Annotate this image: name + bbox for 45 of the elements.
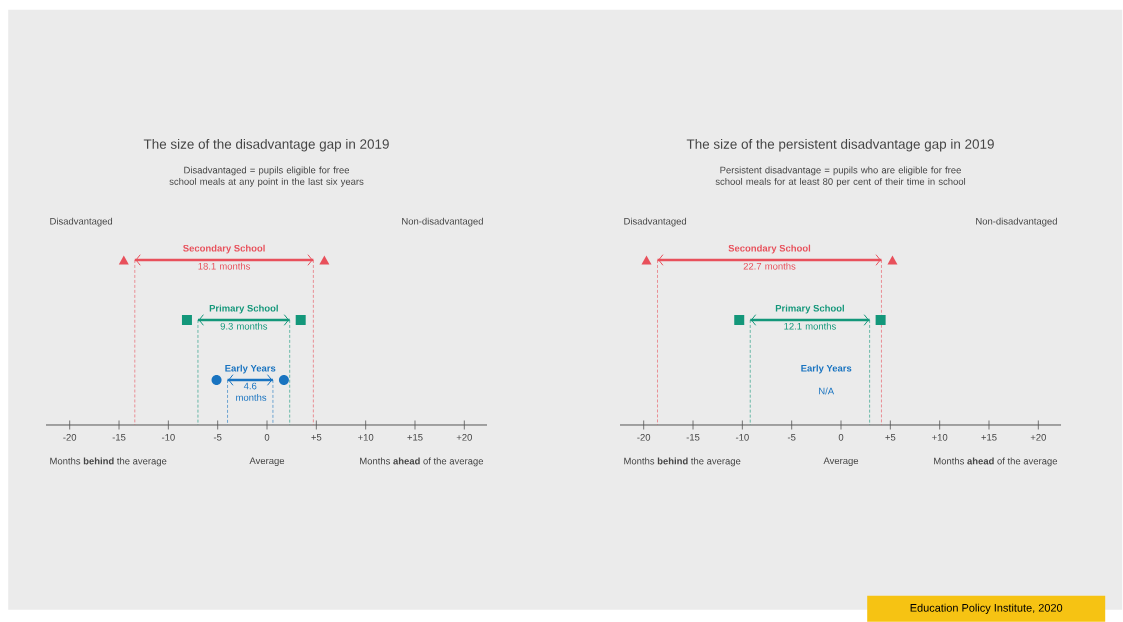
y-tick-label: Early Years <box>801 364 852 374</box>
x-tick-label: -5 <box>213 434 222 441</box>
x-tick-label: -20 <box>637 434 651 441</box>
x-tick-label: 0 <box>838 434 844 441</box>
text: Non-disadvantaged <box>402 217 483 227</box>
data-label: 12.1 months <box>784 322 836 330</box>
x-tick-label: -10 <box>161 434 175 441</box>
x-tick-label: +5 <box>885 434 896 441</box>
x-tick-label: +5 <box>311 434 322 441</box>
x-tick-label: -5 <box>787 434 796 441</box>
text: Disadvantaged <box>624 217 687 227</box>
x-tick-label: +15 <box>407 434 423 441</box>
y-tick-label: Primary School <box>775 304 844 314</box>
x-tick-label: -20 <box>63 434 77 441</box>
x-tick-label: -10 <box>735 434 749 441</box>
data-label: 18.1 months <box>198 262 251 270</box>
x-tick-label: 0 <box>264 434 270 441</box>
y-tick-label: Primary School <box>209 304 278 314</box>
y-tick-label: Secondary School <box>183 244 265 254</box>
text: Months behind the average <box>624 457 741 467</box>
text: Non-disadvantaged <box>976 217 1057 227</box>
y-tick-label: Early Years <box>225 364 276 374</box>
x-tick-label: -15 <box>112 434 126 441</box>
text: Education Policy Institute, 2020 <box>910 603 1063 614</box>
chart-title: The size of the persistent disadvantage gap in 2019 <box>686 138 994 152</box>
text: Months ahead of the average <box>360 457 484 467</box>
x-tick-label: +10 <box>358 434 374 441</box>
data-label: 22.7 months <box>743 262 796 270</box>
text: Disadvantaged <box>50 217 113 227</box>
x-tick-label: +20 <box>456 434 472 441</box>
chart-subtitle: Persistent disadvantage = pupils who are eligible for free school meals for at least 80 per cent of their time in school <box>715 166 966 187</box>
data-label: 4.6 months <box>236 382 267 401</box>
x-tick-label: +20 <box>1030 434 1046 441</box>
text: Average <box>249 457 285 466</box>
text: N/A <box>819 387 835 395</box>
text: Months behind the average <box>50 457 167 467</box>
chart-title: The size of the disadvantage gap in 2019 <box>143 138 389 152</box>
x-tick-label: +10 <box>932 434 948 441</box>
text: Months ahead of the average <box>934 457 1058 467</box>
data-label: 9.3 months <box>220 322 268 330</box>
text: Average <box>823 457 859 466</box>
x-tick-label: +15 <box>981 434 997 441</box>
x-tick-label: -15 <box>686 434 700 441</box>
chart-subtitle: Disadvantaged = pupils eligible for free school meals at any point in the last six years <box>169 166 364 187</box>
y-tick-label: Secondary School <box>728 244 811 254</box>
